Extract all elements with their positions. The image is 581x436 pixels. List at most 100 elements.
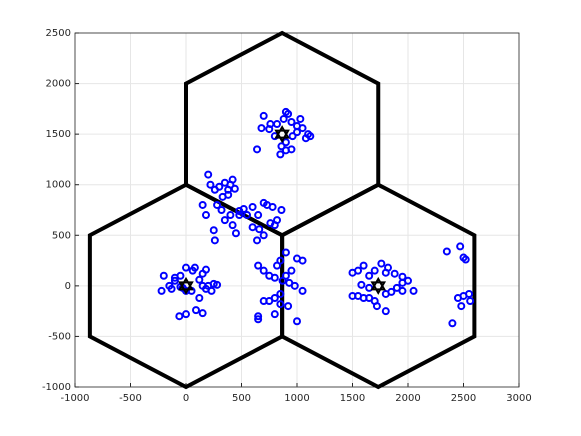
y-tick-label: 2500 bbox=[46, 28, 71, 39]
user-point bbox=[448, 319, 457, 328]
x-tick-label: -1000 bbox=[60, 393, 89, 404]
user-point bbox=[175, 312, 184, 321]
user-point bbox=[259, 231, 268, 240]
user-point bbox=[287, 118, 296, 127]
user-point bbox=[176, 271, 185, 280]
user-point bbox=[248, 202, 257, 211]
x-tick-label: 0 bbox=[183, 393, 189, 404]
user-point bbox=[370, 266, 379, 275]
user-point bbox=[298, 124, 307, 133]
user-point bbox=[456, 242, 465, 251]
user-point bbox=[384, 263, 393, 272]
user-point bbox=[254, 261, 263, 270]
user-point bbox=[270, 310, 279, 319]
y-tick-label: 2000 bbox=[46, 79, 71, 90]
x-tick-label: 3000 bbox=[506, 393, 531, 404]
user-point bbox=[201, 211, 210, 220]
y-tick-label: 1500 bbox=[46, 129, 71, 140]
x-tick-label: 1500 bbox=[340, 393, 365, 404]
user-point bbox=[228, 175, 237, 184]
user-point bbox=[461, 255, 470, 264]
user-point bbox=[442, 247, 451, 256]
user-point bbox=[253, 145, 262, 154]
user-point bbox=[284, 302, 293, 311]
user-point bbox=[277, 142, 286, 151]
user-point bbox=[224, 185, 233, 194]
user-point bbox=[209, 226, 218, 235]
user-point bbox=[293, 317, 301, 326]
user-point bbox=[213, 200, 222, 209]
user-point bbox=[348, 291, 357, 300]
user-point bbox=[265, 125, 274, 134]
user-point bbox=[268, 202, 277, 211]
user-point bbox=[195, 293, 204, 302]
user-point bbox=[279, 114, 288, 123]
user-point bbox=[259, 266, 268, 275]
user-point bbox=[296, 114, 305, 123]
user-point bbox=[287, 145, 296, 154]
user-point bbox=[198, 309, 207, 318]
user-point bbox=[284, 109, 293, 118]
y-tick-label: -1000 bbox=[42, 382, 71, 393]
user-point bbox=[182, 310, 190, 319]
user-point bbox=[381, 307, 390, 316]
user-point bbox=[215, 182, 224, 191]
user-point bbox=[231, 229, 240, 238]
y-tick-label: 500 bbox=[52, 230, 71, 241]
user-point bbox=[254, 315, 263, 324]
user-point bbox=[195, 275, 204, 284]
user-point bbox=[354, 266, 363, 275]
user-point bbox=[159, 271, 168, 280]
user-point bbox=[206, 180, 215, 189]
user-point bbox=[281, 138, 290, 147]
user-point bbox=[207, 286, 216, 295]
user-point bbox=[290, 281, 299, 290]
user-point bbox=[226, 211, 235, 220]
x-tick-label: 2500 bbox=[451, 393, 476, 404]
user-point bbox=[190, 263, 199, 272]
user-point bbox=[270, 221, 279, 230]
user-point bbox=[182, 263, 190, 272]
cell-boundary bbox=[184, 30, 381, 238]
user-point bbox=[273, 120, 282, 129]
user-point bbox=[278, 276, 287, 285]
user-point bbox=[293, 128, 301, 137]
y-tick-label: 1000 bbox=[46, 180, 71, 191]
user-point bbox=[243, 211, 252, 220]
user-point bbox=[201, 265, 210, 274]
user-point bbox=[287, 266, 296, 275]
user-point bbox=[466, 297, 475, 306]
user-point bbox=[248, 223, 257, 232]
user-point bbox=[365, 271, 374, 280]
user-point bbox=[398, 286, 407, 295]
x-tick-label: -500 bbox=[119, 393, 142, 404]
user-point bbox=[276, 256, 285, 265]
user-point bbox=[235, 211, 244, 220]
user-point bbox=[298, 286, 307, 295]
user-point bbox=[218, 192, 227, 201]
user-point bbox=[259, 297, 268, 306]
user-point bbox=[306, 132, 315, 141]
user-point bbox=[281, 248, 290, 257]
user-point bbox=[198, 200, 207, 209]
user-point bbox=[276, 150, 285, 159]
base-station bbox=[274, 125, 290, 144]
user-point bbox=[465, 289, 474, 298]
user-point bbox=[253, 236, 262, 245]
user-point bbox=[213, 280, 222, 289]
user-point bbox=[457, 302, 466, 311]
user-point bbox=[276, 289, 285, 298]
base-station bbox=[370, 276, 387, 295]
user-point bbox=[357, 280, 366, 289]
user-point bbox=[398, 278, 407, 287]
axes-box bbox=[74, 32, 520, 388]
user-point bbox=[359, 261, 368, 270]
user-point bbox=[255, 225, 264, 234]
user-point bbox=[210, 236, 219, 245]
user-point bbox=[259, 111, 268, 120]
user-point bbox=[228, 221, 237, 230]
user-point bbox=[390, 269, 399, 278]
user-point bbox=[217, 206, 226, 214]
user-point bbox=[239, 204, 248, 213]
